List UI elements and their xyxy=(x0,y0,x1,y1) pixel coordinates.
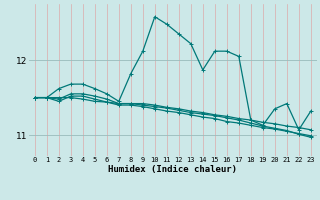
X-axis label: Humidex (Indice chaleur): Humidex (Indice chaleur) xyxy=(108,165,237,174)
